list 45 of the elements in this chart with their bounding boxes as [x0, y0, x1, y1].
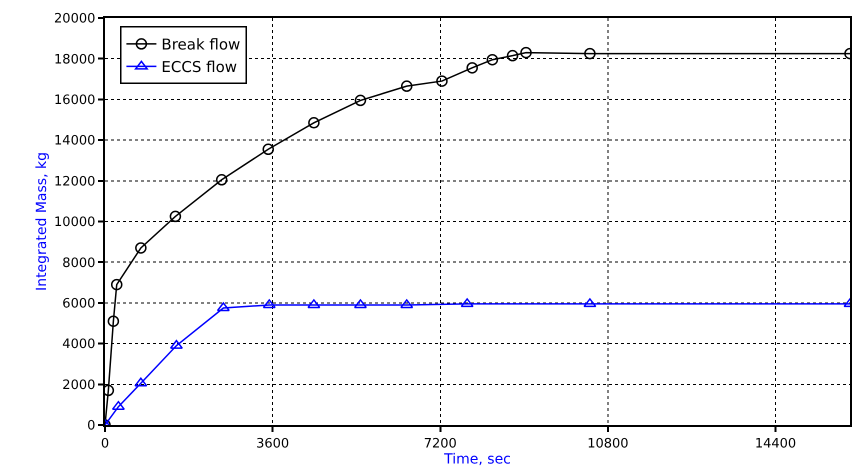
y-tick-label: 20000 — [54, 12, 96, 27]
point — [307, 299, 320, 308]
x-tick-label: 7200 — [424, 436, 457, 452]
point — [135, 242, 147, 254]
y-tick-label: 16000 — [54, 92, 96, 108]
point — [584, 48, 596, 60]
y-axis-title: Integrated Mass, kg — [34, 152, 50, 291]
y-tick-label: 6000 — [62, 296, 96, 312]
point — [400, 80, 412, 92]
x-tick-label: 0 — [100, 436, 110, 452]
y-tick-label: 18000 — [54, 52, 96, 68]
point — [460, 298, 474, 308]
point — [583, 298, 596, 308]
y-tick-label: 4000 — [62, 337, 96, 352]
y-tick-label: 12000 — [54, 174, 96, 190]
point — [216, 174, 228, 186]
y-tick-label: 2000 — [62, 378, 96, 393]
point — [134, 378, 148, 387]
point — [506, 50, 518, 62]
y-tick-label: 8000 — [62, 256, 96, 271]
x-tick-label: 3600 — [256, 436, 290, 452]
point — [486, 54, 498, 66]
legend-label: Break flow — [161, 36, 240, 54]
point — [354, 94, 366, 106]
point — [112, 400, 125, 410]
point — [520, 46, 532, 58]
point — [466, 62, 478, 74]
point — [262, 299, 276, 308]
point — [262, 144, 274, 156]
point — [108, 315, 120, 327]
point — [216, 302, 230, 312]
point — [170, 210, 182, 222]
x-axis-title: Time, sec — [443, 452, 511, 468]
x-tick-label: 14400 — [754, 436, 796, 452]
y-tick-label: 10000 — [54, 215, 96, 230]
point — [400, 299, 414, 308]
y-tick-label: 14000 — [54, 134, 96, 149]
x-tick-label: 10800 — [587, 436, 629, 452]
point — [170, 340, 183, 349]
point — [308, 117, 320, 129]
point — [354, 299, 367, 308]
y-tick-label: 0 — [87, 418, 96, 434]
legend-label: ECCS flow — [161, 58, 238, 76]
point — [110, 278, 122, 290]
point — [436, 75, 448, 87]
